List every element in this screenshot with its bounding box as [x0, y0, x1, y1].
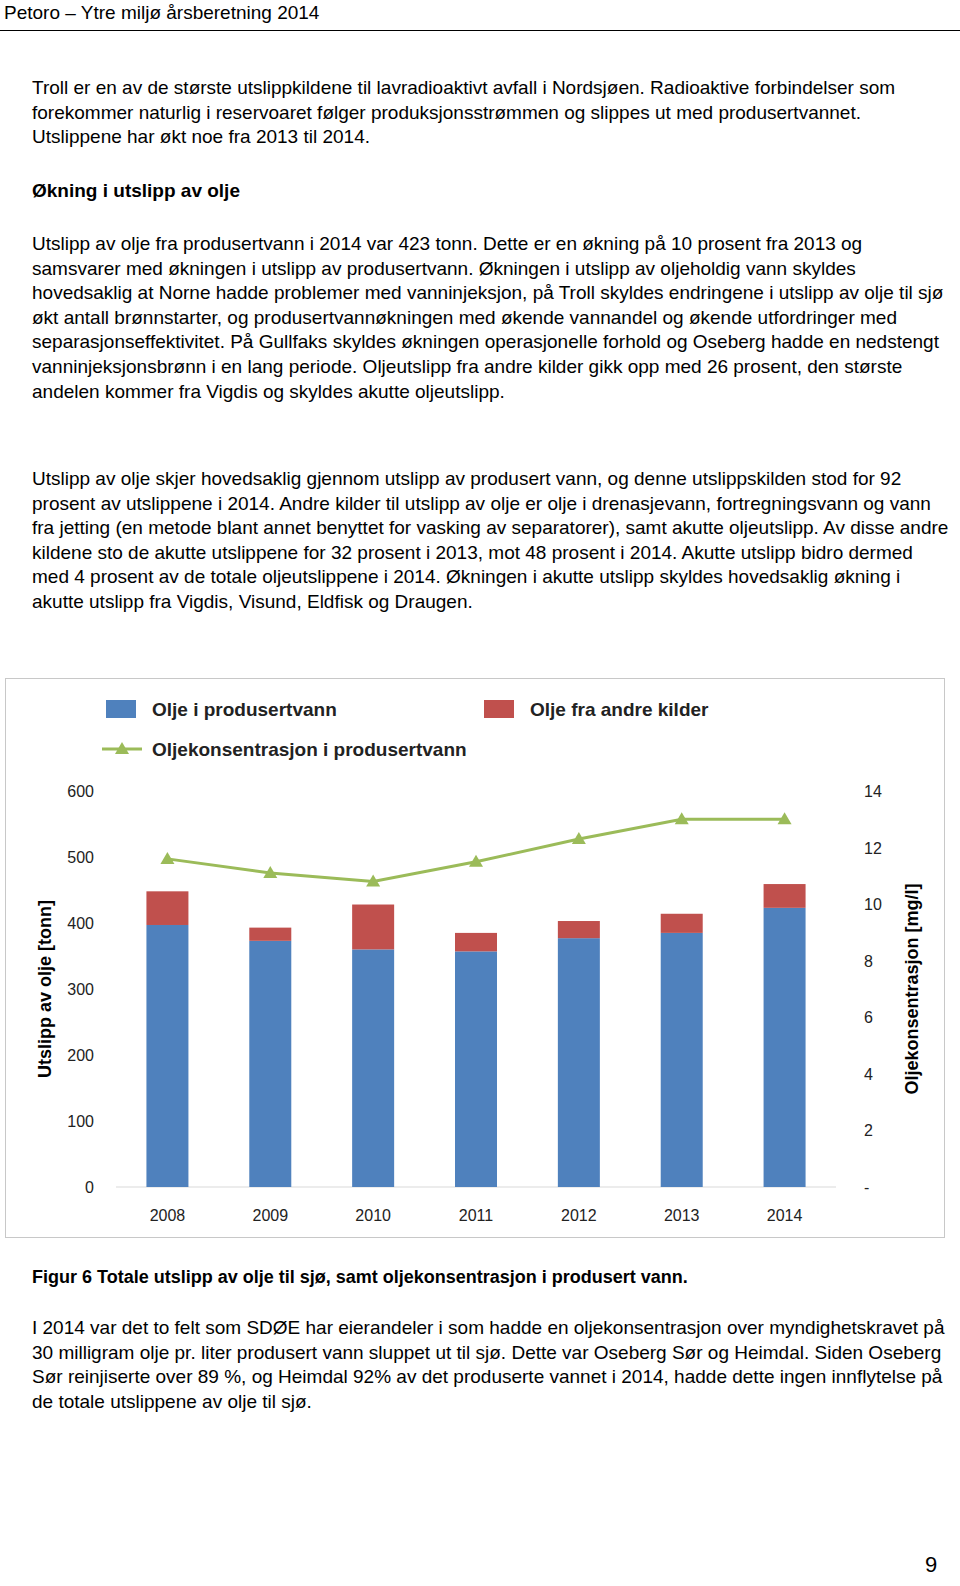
legend-label: Oljekonsentrasjon i produsertvann [152, 739, 467, 760]
y2-tick-label: 8 [864, 953, 873, 970]
figure-caption: Figur 6 Totale utslipp av olje til sjø, … [32, 1265, 950, 1290]
bar [661, 914, 703, 933]
marker [778, 812, 792, 824]
y-tick-label: 100 [67, 1113, 94, 1130]
y2-tick-label: 14 [864, 783, 882, 800]
y2-tick-label: 12 [864, 840, 882, 857]
header-rule [0, 30, 960, 31]
x-tick-label: 2013 [664, 1207, 700, 1224]
marker [366, 875, 380, 887]
legend-label: Olje fra andre kilder [530, 699, 709, 720]
bar [249, 941, 291, 1187]
bar [661, 933, 703, 1187]
y2-tick-label: - [864, 1179, 869, 1196]
plot-area [146, 812, 805, 1187]
marker [572, 832, 586, 844]
bar [146, 891, 188, 925]
bar [455, 951, 497, 1187]
legend-swatch [484, 700, 514, 718]
paragraph: Utslipp av olje skjer hovedsaklig gjenno… [32, 467, 950, 615]
line [167, 819, 784, 881]
y2-tick-label: 10 [864, 896, 882, 913]
chart: 0 100 200 300 400 500 600 - 2 4 6 8 10 12 14 2008 2009 20… [6, 679, 944, 1237]
paragraph: I 2014 var det to felt som SDØE har eier… [32, 1316, 950, 1414]
y-tick-label: 200 [67, 1047, 94, 1064]
y-tick-label: 400 [67, 915, 94, 932]
y2-tick-label: 2 [864, 1122, 873, 1139]
x-tick-label: 2008 [150, 1207, 186, 1224]
x-tick-label: 2011 [459, 1207, 494, 1224]
y-axis-label: Utslipp av olje [tonn] [35, 900, 55, 1078]
x-tick-label: 2010 [355, 1207, 391, 1224]
bar [249, 928, 291, 941]
page-number: 9 [925, 1552, 937, 1578]
marker [263, 866, 277, 878]
bar [352, 949, 394, 1187]
y2-tick-label: 6 [864, 1009, 873, 1026]
bar [558, 921, 600, 938]
y-tick-label: 0 [85, 1179, 94, 1196]
section-heading: Økning i utslipp av olje [32, 179, 950, 204]
x-tick-label: 2014 [767, 1207, 803, 1224]
legend-swatch [106, 700, 136, 718]
legend-marker [115, 742, 129, 754]
paragraph: Utslipp av olje fra produsertvann i 2014… [32, 232, 950, 404]
chart-frame: 0 100 200 300 400 500 600 - 2 4 6 8 10 12 14 2008 2009 20… [5, 678, 945, 1238]
bar [146, 925, 188, 1187]
bar [764, 908, 806, 1187]
y-tick-label: 500 [67, 849, 94, 866]
bar [352, 905, 394, 950]
y2-axis-label: Oljekonsentrasjon [mg/l] [902, 883, 922, 1094]
y-tick-label: 300 [67, 981, 94, 998]
x-tick-label: 2009 [252, 1207, 288, 1224]
marker [675, 812, 689, 824]
y-tick-label: 600 [67, 783, 94, 800]
bar [764, 884, 806, 908]
x-tick-label: 2012 [561, 1207, 597, 1224]
marker [469, 855, 483, 867]
legend-label: Olje i produsertvann [152, 699, 337, 720]
bar [558, 938, 600, 1187]
page-header: Petoro – Ytre miljø årsberetning 2014 [4, 2, 319, 24]
y2-tick-label: 4 [864, 1066, 873, 1083]
paragraph: Troll er en av de største utslippkildene… [32, 76, 950, 150]
bar [455, 933, 497, 951]
marker [160, 852, 174, 864]
